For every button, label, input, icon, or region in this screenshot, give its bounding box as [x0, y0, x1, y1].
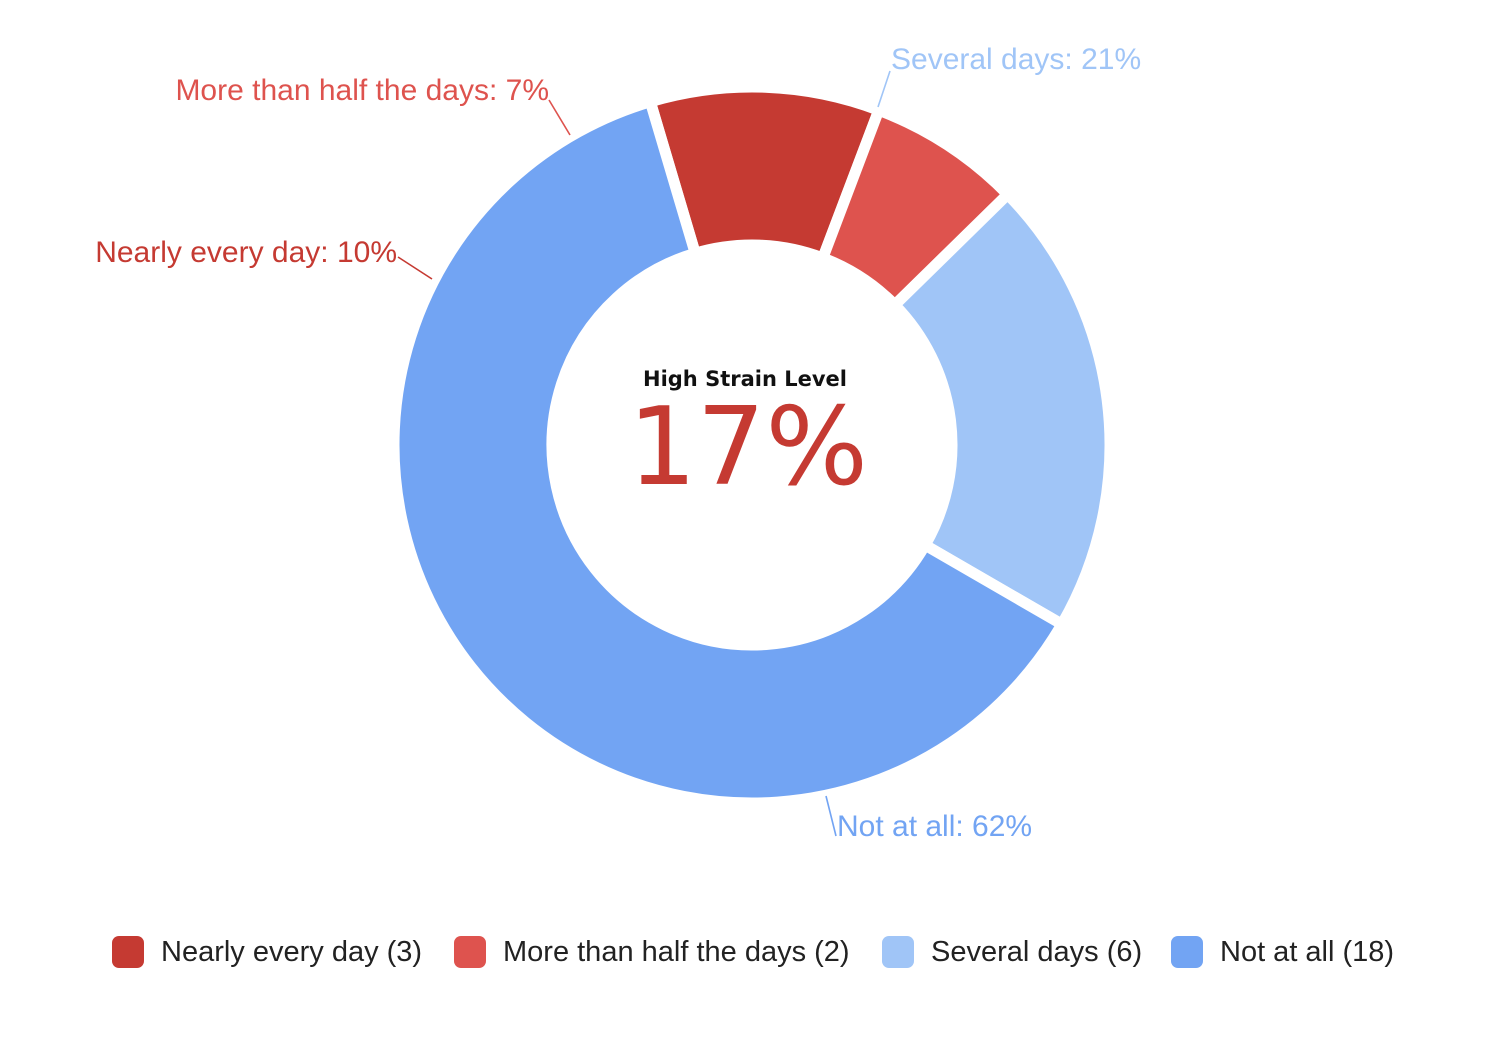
legend-swatch [112, 936, 144, 968]
slice-label-more-than-half: More than half the days: 7% [175, 74, 549, 107]
legend: Nearly every day (3) More than half the d… [0, 930, 1490, 974]
leader-lines-group [397, 70, 891, 837]
center-title: High Strain Level [643, 367, 847, 391]
slice-label-nearly-every-day: Nearly every day: 10% [95, 236, 397, 269]
legend-item-not-at-all[interactable]: Not at all (18) [1171, 930, 1394, 974]
legend-label: Not at all (18) [1220, 935, 1395, 968]
legend-label: Several days (6) [931, 935, 1143, 968]
leader-line-nearly-every-day [397, 256, 433, 280]
slice-label-several-days: Several days: 21% [891, 43, 1141, 76]
leader-line-several-days [877, 70, 891, 108]
leader-line-more-than-half [548, 99, 571, 136]
slice-not-at-all[interactable] [388, 94, 1070, 809]
slices-group [388, 81, 1116, 809]
center-value: 17% [628, 385, 868, 510]
legend-item-more-than-half[interactable]: More than half the days (2) [454, 930, 850, 974]
legend-swatch [454, 936, 486, 968]
slice-label-not-at-all: Not at all: 62% [837, 810, 1032, 843]
slice-labels-group: Nearly every day: 10% More than half the … [95, 43, 1141, 843]
legend-swatch [1171, 936, 1203, 968]
legend-label: More than half the days (2) [503, 935, 850, 968]
legend-label: Nearly every day (3) [161, 935, 423, 968]
slice-several-days[interactable] [887, 186, 1116, 632]
legend-item-several-days[interactable]: Several days (6) [882, 930, 1142, 974]
legend-item-nearly-every-day[interactable]: Nearly every day (3) [112, 930, 422, 974]
legend-swatch [882, 936, 914, 968]
leader-line-not-at-all [825, 795, 837, 837]
